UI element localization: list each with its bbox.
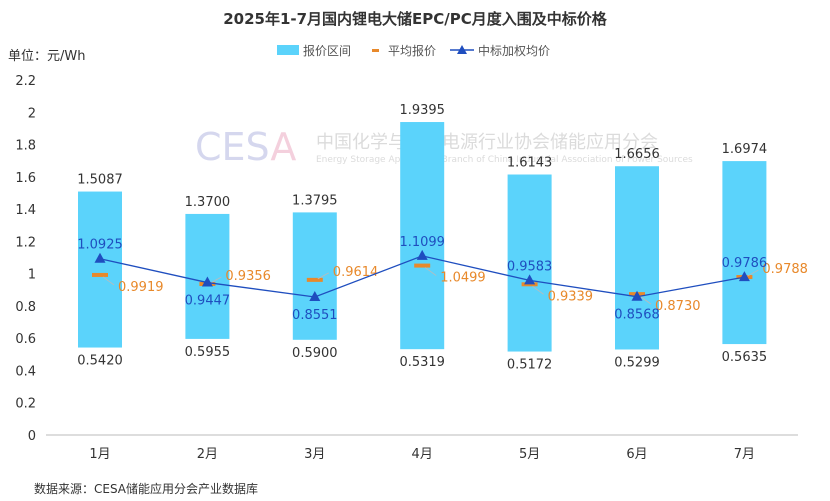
x-tick-label: 6月 [626,447,647,462]
avg-leader-line [210,276,222,284]
avg-leader-line [102,276,115,286]
avg-label: 0.9919 [118,280,164,295]
range-bar [507,174,552,352]
y-tick-label: 1.6 [15,171,36,186]
avg-leader-line [532,285,544,295]
y-tick-label: 1 [28,268,36,283]
range-bar [78,191,122,348]
avg-marker [414,263,431,268]
range-bar [722,161,767,345]
high-label: 1.9395 [399,103,445,118]
y-tick-label: 0.6 [15,332,36,347]
avg-label: 1.0499 [440,271,486,286]
range-bar [185,213,230,339]
low-label: 0.5299 [614,355,660,370]
bars: 1.5087 0.5420 1.3700 0.5955 1.3795 0.5900 1.93… [77,103,767,373]
weighted-avg-label: 0.9786 [722,256,768,271]
avg-label: 0.9614 [333,265,379,280]
y-tick-label: 0 [28,429,36,444]
low-label: 0.5420 [77,354,123,369]
triangle-marker [309,291,321,302]
avg-leader-line [639,295,652,305]
legend-label-range: 报价区间 [303,43,351,58]
weighted-avg-label: 0.9583 [507,259,553,274]
high-label: 1.6656 [614,147,660,162]
x-tick-label: 7月 [734,447,755,462]
legend-label-avg: 平均报价 [388,43,436,58]
x-tick-label: 1月 [89,447,110,462]
high-label: 1.3700 [185,195,231,210]
y-tick-label: 1.4 [15,203,36,218]
unit-label: 单位：元/Wh [8,49,85,64]
triangle-marker [416,249,428,260]
legend-label-line: 中标加权均价 [478,43,550,58]
avg-label: 0.9788 [762,262,808,277]
chart-title: 2025年1-7月国内锂电大储EPC/PC月度入围及中标价格 [223,10,608,28]
high-label: 1.3795 [292,193,338,208]
triangle-marker [738,271,750,282]
avg-marker [306,277,323,282]
triangle-marker [524,274,536,285]
avg-label: 0.9339 [548,289,594,304]
y-tick-label: 0.2 [15,397,36,412]
weighted-avg-label: 0.8568 [614,308,660,323]
avg-markers: 0.9919 0.9356 0.9614 1.0499 0.9339 0.8730 0.97… [92,262,808,314]
y-tick-label: 1.2 [15,235,36,250]
weighted-avg-label: 1.1099 [399,235,445,250]
source-note: 数据来源：CESA储能应用分会产业数据库 [34,481,258,496]
high-label: 1.6974 [722,142,768,157]
line-series: 1.0925 0.9447 0.8551 1.1099 0.9583 0.8568 0.97… [77,235,767,323]
y-tick-label: 2 [28,106,36,121]
legend-triangle-icon [457,45,467,54]
y-tick-label: 2.2 [15,74,36,89]
high-label: 1.5087 [77,173,123,188]
avg-leader-line [424,267,437,276]
x-tick-label: 2月 [197,447,218,462]
weighted-avg-label: 0.9447 [185,294,231,309]
avg-marker [92,272,108,277]
x-tick-label: 3月 [304,447,325,462]
y-tick-label: 0.4 [15,364,36,379]
legend: 报价区间 平均报价 中标加权均价 [277,43,550,58]
low-label: 0.5172 [507,358,553,373]
weighted-avg-label: 0.8551 [292,308,338,323]
y-tick-label: 0.8 [15,300,36,315]
triangle-marker [94,252,106,263]
high-label: 1.6143 [507,156,553,171]
y-axis: 0 0.2 0.4 0.6 0.8 1 1.2 1.4 1.6 1.8 2 2.2 [15,74,36,444]
low-label: 0.5955 [185,345,231,360]
watermark-logo: CESA [195,125,296,169]
low-label: 0.5635 [722,350,768,365]
low-label: 0.5900 [292,346,338,361]
range-bar [400,122,445,350]
avg-label: 0.9356 [225,269,271,284]
avg-leader-line [317,272,329,280]
y-tick-label: 1.8 [15,139,36,154]
watermark-cn: 中国化学与物理电源行业协会储能应用分会 [316,132,658,153]
legend-swatch-range [277,45,299,55]
low-label: 0.5319 [399,355,445,370]
watermark-en: Energy Storage Application Branch of Chi… [316,155,693,165]
x-axis: 1月 2月 3月 4月 5月 6月 7月 [46,434,798,462]
avg-label: 0.8730 [655,299,701,314]
avg-leader-line [747,269,759,277]
range-bar [615,166,659,350]
triangle-marker [201,276,213,287]
triangle-marker [631,290,643,301]
weighted-avg-label: 1.0925 [77,238,123,253]
legend-swatch-avg [372,49,379,52]
x-tick-label: 4月 [412,447,433,462]
range-bar [292,212,337,340]
x-tick-label: 5月 [519,447,540,462]
